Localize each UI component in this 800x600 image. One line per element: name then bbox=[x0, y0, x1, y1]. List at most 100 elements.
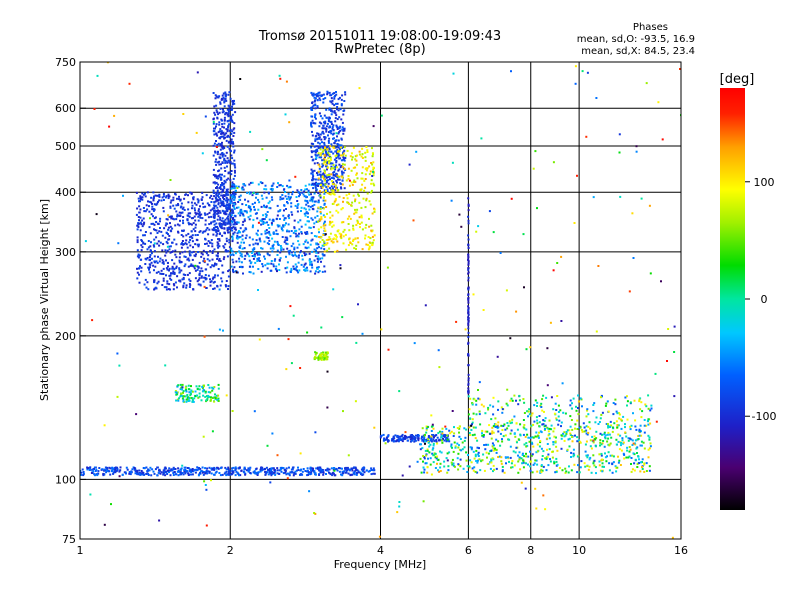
echo-point bbox=[207, 244, 210, 247]
echo-point bbox=[364, 234, 367, 237]
echo-point bbox=[222, 96, 225, 99]
echo-point bbox=[441, 441, 444, 444]
echo-point bbox=[267, 224, 270, 226]
echo-point bbox=[197, 245, 200, 248]
echo-point bbox=[467, 276, 470, 279]
echo-point bbox=[136, 239, 139, 242]
echo-point bbox=[93, 466, 96, 469]
echo-point bbox=[316, 99, 319, 102]
echo-point bbox=[252, 192, 255, 195]
echo-point bbox=[330, 97, 333, 100]
echo-point bbox=[306, 469, 309, 472]
echo-point bbox=[602, 440, 605, 442]
echo-point bbox=[311, 159, 314, 162]
echo-point bbox=[552, 443, 555, 446]
echo-point bbox=[226, 199, 229, 202]
echo-point bbox=[181, 240, 184, 242]
echo-point bbox=[368, 200, 371, 203]
echo-point bbox=[304, 254, 306, 257]
echo-point bbox=[152, 209, 155, 212]
echo-point bbox=[335, 238, 338, 241]
echo-point bbox=[215, 123, 218, 126]
echo-point bbox=[317, 251, 320, 254]
echo-point bbox=[200, 399, 203, 402]
echo-point bbox=[528, 408, 531, 411]
echo-point bbox=[511, 466, 514, 469]
echo-point bbox=[562, 411, 565, 414]
echo-point bbox=[209, 196, 211, 199]
echo-point bbox=[183, 282, 186, 285]
echo-point bbox=[326, 188, 329, 191]
echo-point bbox=[219, 467, 222, 470]
echo-point bbox=[593, 435, 596, 438]
echo-point bbox=[188, 252, 191, 255]
echo-point bbox=[201, 466, 204, 469]
echo-point bbox=[128, 82, 131, 85]
echo-point bbox=[323, 242, 326, 245]
echo-point bbox=[340, 144, 343, 147]
echo-point bbox=[340, 118, 343, 121]
echo-point bbox=[572, 397, 575, 400]
echo-point bbox=[532, 423, 535, 426]
echo-point bbox=[314, 151, 317, 154]
echo-point bbox=[205, 252, 208, 255]
echo-point bbox=[533, 404, 536, 407]
echo-point bbox=[317, 147, 320, 150]
echo-point bbox=[218, 239, 221, 242]
echo-point bbox=[539, 440, 542, 443]
echo-point bbox=[230, 170, 233, 172]
echo-point bbox=[277, 182, 279, 185]
echo-point bbox=[618, 417, 621, 420]
echo-point bbox=[379, 436, 382, 439]
echo-point bbox=[248, 271, 251, 273]
echo-point bbox=[225, 470, 228, 473]
echo-point bbox=[472, 412, 475, 415]
echo-point bbox=[347, 472, 350, 475]
echo-point bbox=[525, 462, 527, 465]
echo-point bbox=[328, 236, 331, 239]
echo-point bbox=[625, 456, 628, 459]
echo-point bbox=[336, 469, 339, 472]
echo-point bbox=[588, 458, 591, 461]
echo-point bbox=[225, 192, 228, 195]
echo-point bbox=[539, 471, 542, 474]
echo-point bbox=[217, 268, 220, 270]
echo-point bbox=[548, 427, 551, 430]
echo-point bbox=[347, 167, 350, 170]
echo-point bbox=[361, 177, 364, 180]
echo-point bbox=[365, 223, 368, 226]
echo-point bbox=[281, 197, 284, 200]
echo-point bbox=[630, 457, 633, 459]
echo-point bbox=[618, 151, 621, 154]
echo-point bbox=[302, 468, 305, 470]
echo-point bbox=[541, 409, 544, 412]
echo-point bbox=[577, 439, 580, 442]
echo-point bbox=[322, 93, 325, 96]
echo-point bbox=[495, 451, 498, 454]
echo-point bbox=[525, 452, 527, 455]
echo-point bbox=[348, 215, 351, 218]
echo-point bbox=[288, 466, 290, 469]
echo-point bbox=[624, 423, 626, 426]
echo-point bbox=[166, 282, 169, 285]
echo-point bbox=[299, 193, 301, 196]
echo-point bbox=[419, 448, 422, 451]
echo-point bbox=[426, 449, 429, 452]
echo-point bbox=[333, 158, 336, 161]
echo-point bbox=[182, 398, 185, 401]
echo-point bbox=[195, 468, 198, 471]
echo-point bbox=[156, 202, 159, 205]
echo-point bbox=[281, 236, 284, 238]
echo-point bbox=[316, 257, 319, 260]
echo-point bbox=[324, 136, 327, 139]
echo-point bbox=[429, 463, 432, 466]
echo-point bbox=[547, 427, 550, 430]
echo-point bbox=[94, 474, 96, 477]
echo-point bbox=[185, 398, 188, 401]
echo-point bbox=[226, 193, 229, 196]
echo-point bbox=[315, 184, 318, 187]
echo-point bbox=[348, 193, 351, 195]
echo-point bbox=[190, 230, 193, 233]
echo-point bbox=[227, 270, 230, 273]
echo-point bbox=[150, 241, 152, 244]
